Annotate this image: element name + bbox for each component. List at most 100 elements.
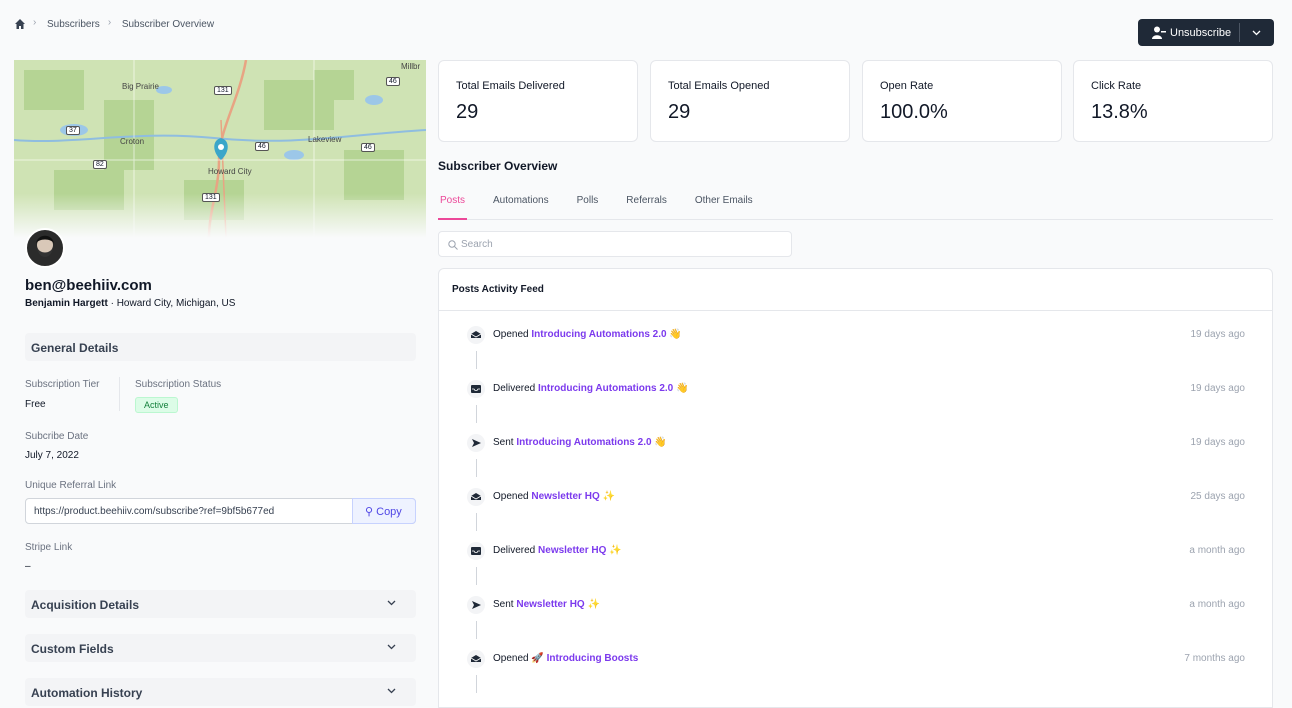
- activity-action: Opened: [493, 491, 529, 502]
- stat-card: Total Emails Delivered 29: [438, 60, 638, 142]
- activity-text: Delivered Introducing Automations 2.0 👋: [493, 383, 688, 394]
- feed-title: Posts Activity Feed: [452, 284, 544, 295]
- activity-action: Sent: [493, 437, 514, 448]
- map-place: Big Prairie: [122, 82, 159, 91]
- feed-panel: Posts Activity Feed: [438, 268, 1273, 708]
- road-shield: 46: [361, 143, 375, 152]
- post-link[interactable]: Newsletter HQ ✨: [538, 545, 622, 556]
- activity-icon: [467, 542, 485, 560]
- field-label: Unique Referral Link: [25, 480, 117, 491]
- timeline-line: [476, 567, 477, 585]
- chevron: [387, 688, 396, 694]
- activity-icon: [467, 650, 485, 668]
- stat-card: Open Rate 100.0%: [862, 60, 1062, 142]
- stat-label: Open Rate: [880, 80, 934, 92]
- section-title: Custom Fields: [31, 642, 114, 656]
- search-box[interactable]: Search: [438, 231, 792, 257]
- collapsible-section[interactable]: Custom Fields: [25, 634, 416, 662]
- map-place: Croton: [120, 137, 145, 146]
- field-label: Subscription Status: [135, 379, 222, 390]
- stat-label: Total Emails Opened: [668, 80, 770, 92]
- name-line: Benjamin Hargett · Howard City, Michigan…: [25, 298, 236, 309]
- activity-icon: [467, 596, 485, 614]
- tab[interactable]: Other Emails: [694, 195, 753, 206]
- activity-icon: [467, 326, 485, 344]
- copy-button[interactable]: ⚲ Copy: [352, 498, 416, 524]
- location: Howard City, Michigan, US: [116, 298, 236, 309]
- stat-card: Total Emails Opened 29: [650, 60, 850, 142]
- section-title: General Details: [31, 341, 119, 355]
- post-link[interactable]: Newsletter HQ ✨: [531, 491, 615, 502]
- stat-value: 100.0%: [880, 101, 948, 123]
- activity-text: Delivered Newsletter HQ ✨: [493, 545, 622, 556]
- timeline-line: [476, 351, 477, 369]
- activity-time: a month ago: [1189, 545, 1245, 556]
- timeline-line: [476, 405, 477, 423]
- field-label: Subscription Tier: [25, 379, 100, 390]
- activity-action: Sent: [493, 599, 514, 610]
- activity-text: Sent Introducing Automations 2.0 👋: [493, 437, 667, 448]
- breadcrumb-separator: ›: [107, 17, 112, 28]
- activity-action: Opened: [493, 653, 529, 664]
- search-placeholder: Search: [461, 239, 493, 250]
- stat-label: Click Rate: [1091, 80, 1142, 92]
- activity-action: Delivered: [493, 545, 536, 556]
- activity-action: Delivered: [493, 383, 536, 394]
- activity-time: 7 months ago: [1184, 653, 1245, 664]
- map-place: Lakeview: [308, 135, 342, 144]
- road-shield: 37: [66, 126, 80, 135]
- unsubscribe-button[interactable]: Unsubscribe: [1138, 19, 1274, 46]
- road-shield: 131: [202, 193, 220, 202]
- activity-text: Opened Newsletter HQ ✨: [493, 491, 615, 502]
- tab-underline: [438, 218, 468, 220]
- map-place: Millbr: [401, 62, 421, 71]
- tab[interactable]: Automations: [493, 195, 549, 206]
- section-title: Acquisition Details: [31, 598, 140, 612]
- post-link[interactable]: Introducing Automations 2.0 👋: [531, 329, 682, 340]
- collapsible-section[interactable]: Automation History: [25, 678, 416, 706]
- status-badge: Active: [135, 397, 178, 413]
- post-link[interactable]: 🚀 Introducing Boosts: [531, 653, 639, 664]
- activity-time: 19 days ago: [1190, 329, 1246, 340]
- activity-text: Sent Newsletter HQ ✨: [493, 599, 600, 610]
- timeline-line: [476, 459, 477, 477]
- road-shield: 46: [255, 142, 269, 151]
- overview-title: Subscriber Overview: [438, 159, 558, 173]
- chevron: [387, 644, 396, 650]
- tab[interactable]: Posts: [440, 195, 466, 206]
- tab[interactable]: Referrals: [626, 195, 667, 206]
- name: Benjamin Hargett: [25, 298, 108, 309]
- activity-text: Opened Introducing Automations 2.0 👋: [493, 329, 682, 340]
- stat-card: Click Rate 13.8%: [1073, 60, 1273, 142]
- section-title: Automation History: [31, 686, 143, 700]
- field-label: Stripe Link: [25, 542, 73, 553]
- stat-value: 29: [668, 101, 691, 123]
- road-shield: 46: [386, 77, 400, 86]
- activity-action: Opened: [493, 329, 529, 340]
- tab[interactable]: Polls: [576, 195, 599, 206]
- breadcrumb-item[interactable]: Subscribers: [47, 19, 100, 30]
- search-icon: [448, 240, 458, 250]
- general-details-header: General Details: [25, 333, 416, 361]
- post-link[interactable]: Introducing Automations 2.0 👋: [516, 437, 667, 448]
- timeline-line: [476, 513, 477, 531]
- email: ben@beehiiv.com: [25, 277, 152, 294]
- breadcrumb-separator: ›: [33, 17, 37, 28]
- referral-input[interactable]: https://product.beehiiv.com/subscribe?re…: [25, 498, 416, 524]
- field-value: Free: [25, 399, 46, 410]
- post-link[interactable]: Introducing Automations 2.0 👋: [538, 383, 689, 394]
- post-link[interactable]: Newsletter HQ ✨: [516, 599, 600, 610]
- unsubscribe-label: Unsubscribe: [1170, 27, 1232, 39]
- timeline-line: [476, 621, 477, 639]
- stat-label: Total Emails Delivered: [456, 80, 565, 92]
- activity-time: 19 days ago: [1190, 383, 1246, 394]
- collapsible-section[interactable]: Acquisition Details: [25, 590, 416, 618]
- dropdown-icon[interactable]: [1252, 30, 1261, 36]
- activity-icon: [467, 380, 485, 398]
- user-minus-icon: [1152, 26, 1166, 39]
- copy-label: Copy: [376, 506, 402, 518]
- home-icon[interactable]: [14, 18, 26, 30]
- road-shield: 131: [214, 86, 232, 95]
- referral-link: https://product.beehiiv.com/subscribe?re…: [34, 506, 275, 517]
